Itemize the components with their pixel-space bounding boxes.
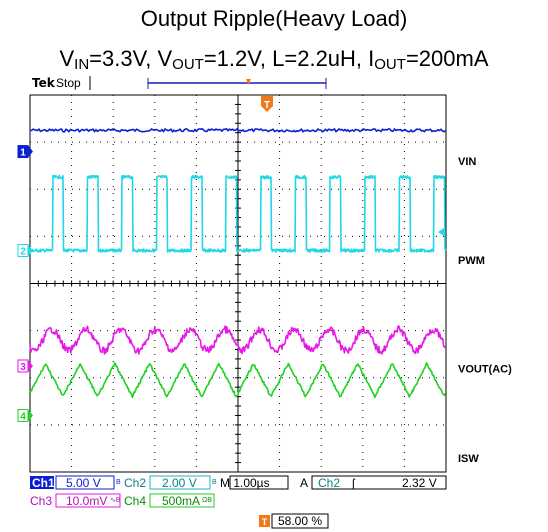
- trace-vout-ac-: [29, 325, 446, 355]
- trigger-marker: T: [261, 96, 273, 112]
- ch3-coupling-icon: ∿B: [110, 497, 121, 504]
- ch3-scale-box: [55, 493, 121, 508]
- ch2-label: Ch2: [124, 476, 146, 490]
- trace-vin: [29, 128, 446, 133]
- trigger-mode: A: [300, 476, 308, 490]
- subtitle-vout: =3.3V, V: [89, 46, 173, 71]
- ch3-label: Ch3: [30, 494, 52, 508]
- ch4-coupling-icon: ΩB: [202, 497, 212, 504]
- ch1-label: Ch1: [32, 476, 55, 490]
- ch1-badge: [30, 476, 54, 489]
- ch2-ground-arrow: [28, 244, 33, 257]
- subtitle-vout-sub: OUT: [172, 56, 204, 73]
- ch4-marker-label: 4: [20, 411, 26, 422]
- channel-label-vin: VIN: [458, 156, 476, 168]
- trace-isw: [29, 362, 446, 399]
- trigger-slope-icon: ʃ: [351, 476, 356, 490]
- trigger-position-value: 58.00 %: [278, 514, 322, 528]
- subtitle-vin-sub: IN: [74, 56, 90, 73]
- trigger-level-icon: [438, 228, 444, 236]
- trace-pwm: [29, 174, 447, 253]
- ch1-scale-box: [55, 475, 115, 490]
- trigger-level: 2.32 V: [402, 476, 437, 490]
- channel-markers: 1 2 3 4: [17, 145, 33, 422]
- ch4-scale: 500mA: [162, 494, 200, 508]
- trigger-box: [311, 475, 447, 490]
- subtitle-iout: =200mA: [405, 46, 489, 71]
- channel-label-vout-ac-: VOUT(AC): [458, 363, 512, 375]
- channel-label-isw: ISW: [458, 453, 479, 465]
- ch4-scale-box: [149, 493, 215, 508]
- ch1-scale: 5.00 V: [66, 476, 101, 490]
- ch4-label: Ch4: [124, 494, 146, 508]
- subtitle-vin: V: [59, 46, 75, 71]
- subtitle-iout-sub: OUT: [374, 56, 406, 73]
- ch2-scale: 2.00 V: [162, 476, 197, 490]
- graticule: [29, 94, 447, 473]
- ch1-marker-label: 1: [20, 148, 26, 159]
- ch3-scale: 10.0mV: [66, 494, 107, 508]
- trigger-channel: Ch2: [318, 476, 340, 490]
- channel-labels: VIN PWM VOUT(AC) ISW: [458, 156, 512, 465]
- ch4-ground-arrow: [28, 409, 33, 422]
- waveform-traces: [29, 128, 447, 399]
- ch3-marker-label: 3: [20, 362, 26, 373]
- ch3-ground-arrow: [28, 359, 33, 372]
- trigger-position-readout: T 58.00 %: [259, 513, 329, 529]
- trigger-position-badge-label: T: [262, 517, 268, 527]
- trigger-position-icon: [246, 79, 251, 85]
- subtitle-l: =1.2V, L=2.2uH, I: [203, 46, 375, 71]
- ch1-bw-icon: B: [116, 479, 121, 486]
- ch2-marker-label: 2: [20, 247, 26, 258]
- chart-title: Output Ripple(Heavy Load): [140, 6, 408, 31]
- record-window-indicator: [147, 78, 327, 89]
- trigger-position-box: [271, 513, 329, 529]
- time-scale-box: [229, 475, 289, 490]
- trigger-position-badge: [259, 515, 270, 527]
- ch2-scale-box: [149, 475, 211, 490]
- chart-subtitle: VIN=3.3V, VOUT=1.2V, L=2.2uH, IOUT=200mA: [0, 46, 548, 72]
- ch1-ground-arrow: [28, 145, 33, 158]
- readout-row-1: Ch1 5.00 V B Ch2 2.00 V B M 1.00µs A Ch2…: [30, 475, 447, 490]
- channel-label-pwm: PWM: [458, 255, 485, 267]
- time-scale: M 1.00µs: [220, 476, 270, 490]
- scope-brand: Tek: [32, 76, 56, 90]
- ch2-bw-icon: B: [212, 479, 217, 486]
- readout-row-2: Ch3 10.0mV ∿B Ch4 500mA ΩB: [30, 493, 215, 508]
- scope-state: Stop: [56, 76, 81, 90]
- trigger-marker-label: T: [264, 100, 270, 111]
